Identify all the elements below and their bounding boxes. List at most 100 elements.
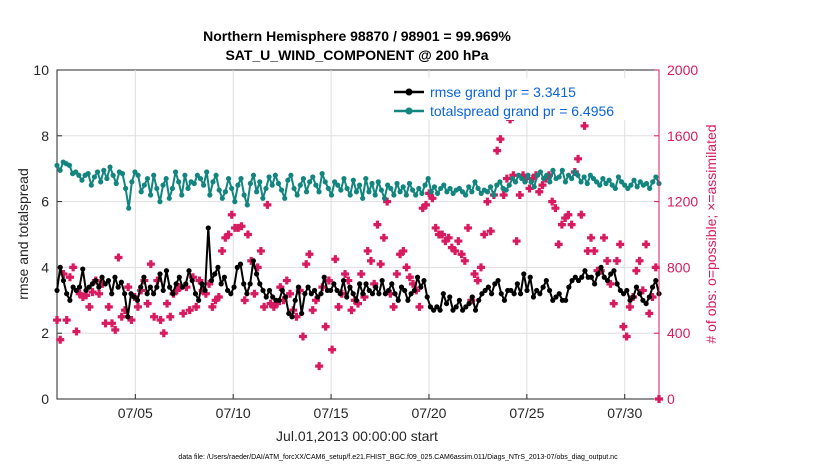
totalspread-point [107, 164, 113, 170]
rmse-point [517, 291, 524, 297]
rmse-point [176, 274, 182, 280]
rmse-point [70, 284, 76, 290]
totalspread-point [166, 195, 172, 201]
totalspread-point [643, 180, 650, 187]
obs-marker [396, 250, 405, 259]
totalspread-point [157, 199, 163, 205]
rmse-point [244, 291, 250, 297]
obs-marker [195, 276, 204, 285]
obs-marker [444, 233, 453, 242]
obs-marker [363, 246, 372, 255]
rmse-point [530, 294, 537, 300]
obs-marker [486, 227, 495, 236]
obs-marker [483, 197, 492, 206]
legend-rmse-label: rmse grand pr = 3.3415 [430, 84, 576, 100]
rmse-point [231, 284, 237, 290]
rmse-point [189, 277, 195, 284]
totalspread-point [328, 192, 335, 198]
rmse-point [472, 307, 479, 313]
rmse-point [476, 297, 482, 303]
totalspread-point [254, 189, 260, 195]
rmse-point [553, 294, 559, 300]
rmse-point [627, 297, 633, 303]
totalspread-point [562, 179, 569, 185]
legend-spread-label: totalspread grand pr = 6.4956 [430, 103, 614, 119]
obs-marker [188, 273, 197, 282]
rmse-point [57, 264, 63, 270]
totalspread-point [335, 182, 341, 188]
rmse-point [199, 281, 205, 287]
rmse-point [321, 274, 327, 280]
x-tick-label: 07/15 [314, 405, 349, 421]
chart-title-line1: Northern Hemisphere 98870 / 98901 = 99.9… [203, 28, 511, 44]
obs-marker [383, 197, 392, 206]
totalspread-point [581, 174, 587, 180]
totalspread-point [618, 179, 625, 185]
obs-marker [78, 293, 87, 302]
totalspread-point [285, 177, 291, 183]
obs-marker [104, 302, 113, 311]
rmse-point [60, 277, 67, 284]
rmse-point [279, 287, 285, 294]
obs-marker [612, 256, 621, 265]
obs-marker [651, 263, 660, 272]
rmse-series [54, 225, 662, 320]
totalspread-point [447, 185, 453, 192]
rmse-point [173, 281, 179, 287]
obs-marker [263, 200, 272, 209]
obs-marker [166, 312, 175, 321]
obs-marker [347, 306, 356, 315]
rmse-point [308, 291, 314, 297]
right-tick-label: 0 [667, 391, 675, 407]
right-tick-label: 800 [667, 259, 691, 275]
rmse-point [347, 284, 353, 290]
obs-marker [457, 250, 466, 259]
rmse-point [80, 266, 86, 272]
totalspread-point [615, 174, 622, 180]
totalspread-point [85, 171, 91, 177]
obs-marker [114, 253, 123, 262]
rmse-point [408, 291, 414, 297]
totalspread-point [141, 182, 147, 188]
totalspread-point [182, 172, 188, 178]
rmse-point [450, 307, 456, 313]
totalspread-point [272, 172, 278, 178]
rmse-point [376, 291, 382, 297]
obs-marker [334, 302, 343, 311]
totalspread-point [194, 172, 200, 178]
totalspread-point [484, 189, 491, 195]
chart-title-line2: SAT_U_WIND_COMPONENT @ 200 hPa [225, 47, 488, 63]
obs-marker [386, 289, 395, 298]
rmse-point [218, 281, 224, 287]
totalspread-point [409, 187, 416, 193]
left-tick-label: 8 [41, 128, 49, 144]
totalspread-point [503, 187, 509, 193]
rmse-point [105, 277, 112, 284]
rmse-point [537, 291, 543, 297]
x-axis-ticks: 07/05 07/10 07/15 07/20 07/25 07/30 [118, 394, 642, 421]
totalspread-point [241, 192, 247, 198]
legend-spread-marker [405, 107, 413, 115]
obs-marker [324, 276, 333, 285]
rmse-point [447, 294, 453, 300]
rmse-point [160, 287, 166, 294]
totalspread-point [353, 189, 360, 195]
totalspread-point [550, 167, 556, 173]
totalspread-point [341, 175, 347, 182]
rmse-point [202, 287, 208, 294]
rmse-point [212, 271, 218, 277]
totalspread-point [372, 192, 378, 198]
totalspread-point [313, 182, 319, 188]
obs-marker [616, 240, 625, 249]
totalspread-point [54, 162, 60, 169]
obs-marker [321, 322, 330, 331]
obs-marker [525, 184, 534, 193]
totalspread-point [260, 195, 266, 201]
totalspread-point [438, 185, 444, 192]
x-axis-label: Jul.01,2013 00:00:00 start [276, 428, 438, 444]
totalspread-point [631, 177, 637, 183]
rmse-point [134, 297, 141, 303]
totalspread-point [425, 175, 431, 182]
obs-marker [512, 237, 521, 246]
